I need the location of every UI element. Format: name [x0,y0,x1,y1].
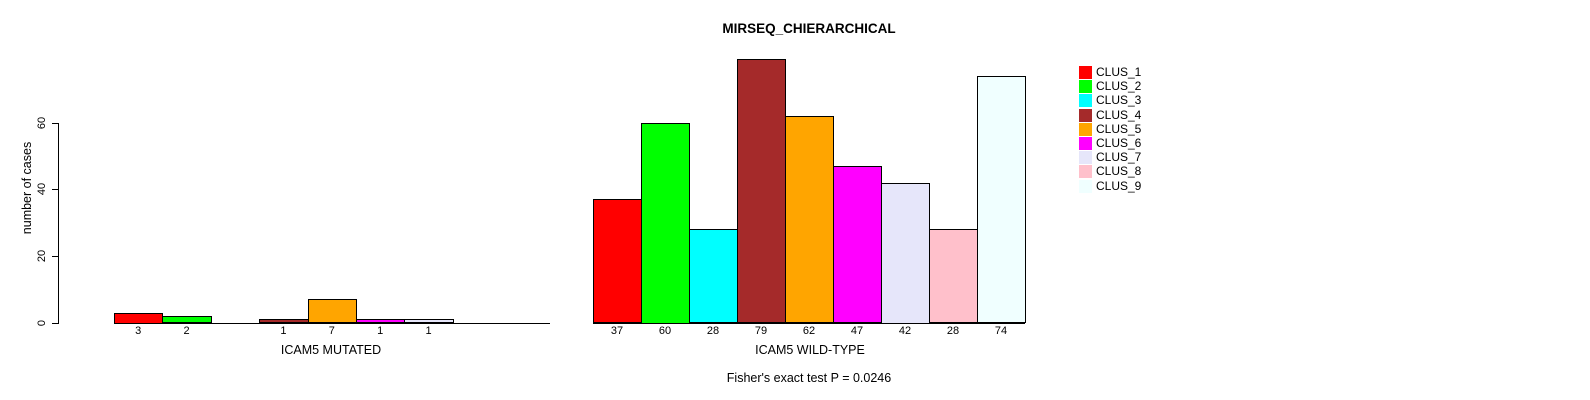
y-axis-tick [52,322,58,324]
y-axis-tick-label: 0 [36,319,48,326]
y-axis-tick-label: 20 [36,249,48,262]
bar-value-label: 3 [135,325,142,337]
y-axis-tick-label: 40 [36,183,48,196]
bar-CLUS_2-wildtype [641,122,690,324]
bar-CLUS_7-wildtype [881,182,930,324]
bar-CLUS_4-wildtype [737,59,786,324]
legend-label-CLUS_7: CLUS_7 [1096,150,1142,165]
bar-CLUS_7-mutated [404,319,454,324]
y-axis-tick-label: 60 [36,116,48,129]
bar-CLUS_1-wildtype [593,199,642,324]
bar-value-label: 79 [754,325,768,337]
legend-swatch-CLUS_2 [1079,80,1092,94]
bar-value-label: 1 [280,325,287,337]
legend-swatch-CLUS_9 [1079,179,1092,193]
x-axis-label-mutated: ICAM5 MUTATED [280,343,382,357]
bar-value-label: 1 [425,325,432,337]
bar-value-label: 1 [377,325,384,337]
bar-CLUS_3-wildtype [689,229,738,324]
bar-value-label: 42 [898,325,912,337]
bar-CLUS_5-mutated [308,299,357,324]
y-axis-tick [52,255,58,257]
legend-swatch-CLUS_4 [1079,108,1092,122]
bar-value-label: 47 [850,325,864,337]
legend-swatch-CLUS_7 [1079,151,1092,165]
y-axis-tick [52,122,58,124]
bar-value-label: 74 [994,325,1008,337]
bar-CLUS_6-wildtype [833,165,882,324]
legend-swatch-CLUS_8 [1079,165,1092,179]
bar-value-label: 37 [610,325,624,337]
bar-value-label: 2 [183,325,190,337]
bar-value-label: 28 [706,325,720,337]
bar-CLUS_2-mutated [162,315,212,324]
legend-label-CLUS_2: CLUS_2 [1096,79,1142,94]
chart-title: MIRSEQ_CHIERARCHICAL [722,21,896,36]
x-axis-label-wildtype: ICAM5 WILD-TYPE [755,343,865,357]
bar-CLUS_4-mutated [259,319,309,324]
legend-label-CLUS_5: CLUS_5 [1096,121,1142,136]
legend-swatch-CLUS_6 [1079,137,1092,150]
legend-swatch-CLUS_5 [1079,122,1092,136]
bar-value-label: 60 [658,325,672,337]
legend-label-CLUS_6: CLUS_6 [1096,136,1142,150]
legend-label-CLUS_4: CLUS_4 [1096,107,1142,122]
bar-value-label: 62 [802,325,816,337]
legend-label-CLUS_3: CLUS_3 [1096,93,1142,108]
legend-swatch-CLUS_3 [1079,94,1092,108]
legend-swatch-CLUS_1 [1079,66,1092,79]
legend-label-CLUS_1: CLUS_1 [1096,65,1142,79]
bar-CLUS_9-wildtype [977,75,1026,324]
bar-value-label: 7 [328,325,335,337]
bar-CLUS_6-mutated [356,319,405,324]
bar-CLUS_5-wildtype [785,115,834,324]
bar-value-label: 28 [946,325,960,337]
legend-label-CLUS_9: CLUS_9 [1096,178,1142,193]
fisher-test-note: Fisher's exact test P = 0.0246 [726,371,892,385]
legend-label-CLUS_8: CLUS_8 [1096,164,1142,179]
y-axis-line [58,122,59,324]
y-axis-tick [52,189,58,191]
y-axis-label: number of cases [20,141,34,235]
bar-CLUS_8-wildtype [929,229,978,324]
bar-CLUS_1-mutated [114,312,163,324]
